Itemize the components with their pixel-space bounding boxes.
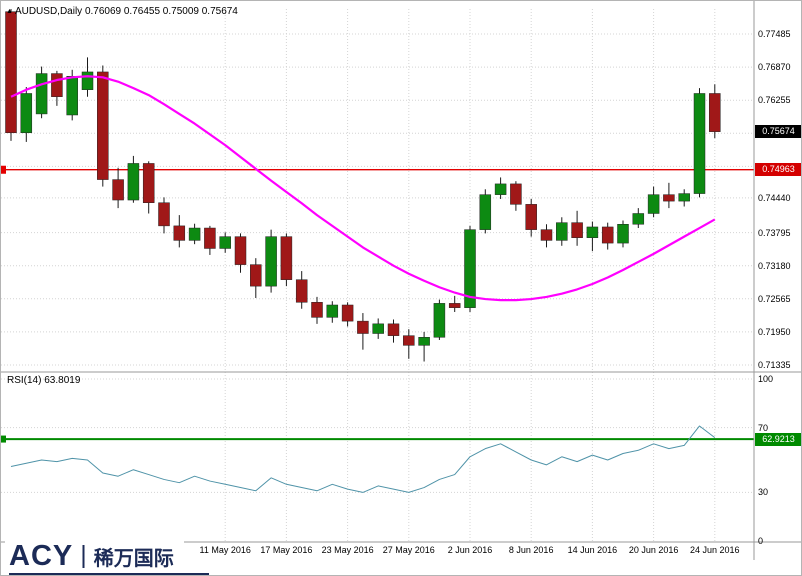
price-axis-label: 0.77485 <box>758 29 791 39</box>
time-axis-label: 17 May 2016 <box>260 545 313 555</box>
rsi-level-line <box>1 435 754 443</box>
rsi-line <box>10 425 716 493</box>
time-axis-label: 20 Jun 2016 <box>628 545 679 555</box>
rsi-axis-label: 30 <box>758 487 769 498</box>
rsi-indicator-label: RSI(14) 63.8019 <box>7 375 81 386</box>
acy-logo-text: ACY <box>9 540 74 572</box>
symbol-ohlc-text: AUDUSD,Daily 0.76069 0.76455 0.75009 0.7… <box>14 6 238 17</box>
price-axis-label: 0.76870 <box>758 62 791 73</box>
logo-chinese-text: 稀万国际 <box>93 547 174 570</box>
price-axis-label: 0.73795 <box>758 227 791 238</box>
last-price-badge: 0.75674 <box>755 124 801 138</box>
symbol-ohlc-header: ▲ AUDUSD,Daily 0.76069 0.76455 0.75009 0.… <box>6 6 238 17</box>
pane-dividers <box>1 1 801 560</box>
price-axis-label: 0.71950 <box>758 326 791 337</box>
time-axis-label: 14 Jun 2016 <box>567 545 618 555</box>
rsi-level-badge: 62.9213 <box>755 432 801 446</box>
grid-lines <box>1 9 754 541</box>
price-axis-label: 0.74440 <box>758 192 791 203</box>
time-axis-label: 23 May 2016 <box>321 545 374 555</box>
price-axis-label: 0.72565 <box>758 293 791 304</box>
moving-average-line <box>10 75 716 302</box>
logo-separator-bar: | <box>80 540 87 569</box>
price-axis-label: 0.76255 <box>758 95 791 106</box>
time-axis-label: 8 Jun 2016 <box>508 545 554 555</box>
time-axis-label: 11 May 2016 <box>199 545 251 555</box>
time-axis-label: 24 Jun 2016 <box>690 545 740 555</box>
candlesticks <box>5 8 721 362</box>
time-axis-label: 27 May 2016 <box>382 545 435 555</box>
acy-logo: ACY | 稀万国际 <box>5 539 184 574</box>
symbol-marker-icon: ▲ <box>6 8 13 15</box>
rsi-axis-label: 70 <box>758 422 769 433</box>
time-axis-label: 2 Jun 2016 <box>447 545 493 555</box>
red-horizontal-line <box>1 165 754 174</box>
rsi-line-left-marker <box>1 435 6 443</box>
hline-price-badge: 0.74963 <box>755 163 801 177</box>
red-line-left-marker <box>1 165 6 174</box>
rsi-axis-label: 0 <box>758 536 764 546</box>
price-axis-label: 0.71335 <box>758 360 791 370</box>
price-axis-label: 0.73180 <box>758 260 791 271</box>
rsi-axis-label: 100 <box>758 374 774 384</box>
logo-tagline-bar <box>9 573 209 575</box>
